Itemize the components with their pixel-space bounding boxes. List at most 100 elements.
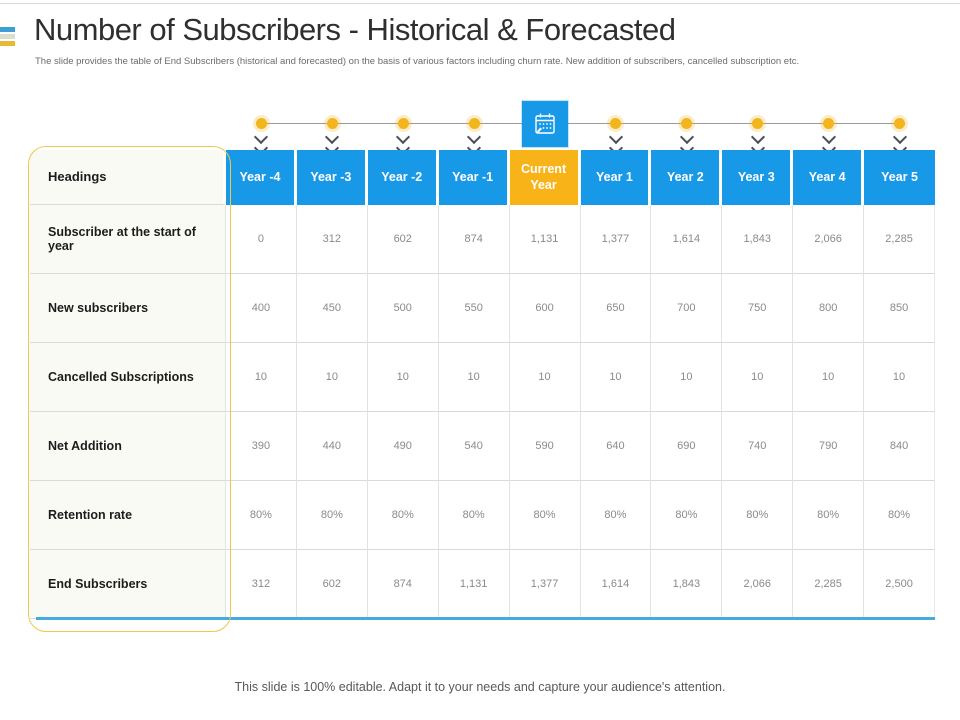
table-cell: 790 [793,412,865,481]
timeline-dot [894,118,906,129]
table-cell: 1,843 [722,205,794,274]
timeline-dot [681,118,693,129]
row-label: Retention rate [30,481,226,550]
table-header-cell: Year -2 [367,150,439,205]
table-header-cell: Year -4 [226,150,297,205]
table-cell: 874 [367,550,439,619]
table-cell: 10 [226,343,297,412]
table-cell: 10 [580,343,652,412]
table-cell: 1,377 [580,205,652,274]
table-cell: 10 [296,343,368,412]
timeline-dot [752,118,764,129]
table-cell: 80% [793,481,865,550]
footer-note: This slide is 100% editable. Adapt it to… [234,680,726,694]
table-cell: 80% [722,481,794,550]
table-cell: 80% [226,481,297,550]
table-cell: 390 [226,412,297,481]
calendar-icon [522,101,569,147]
table-cell: 500 [367,274,439,343]
table-cell: 850 [864,274,935,343]
table-header-cell: Year 1 [580,150,652,205]
table-cell: 740 [722,412,794,481]
table-cell: 10 [864,343,935,412]
timeline-marker [312,118,352,167]
timeline-marker [241,118,281,167]
table-header-cell: Year -3 [296,150,368,205]
table-cell: 80% [438,481,510,550]
table-cell: 440 [296,412,368,481]
row-label: New subscribers [30,274,226,343]
timeline-marker [880,118,920,167]
timeline-dot [397,118,409,129]
timeline-line [261,123,900,124]
timeline-marker [596,118,636,167]
table-cell: 10 [651,343,723,412]
row-label: Cancelled Subscriptions [30,343,226,412]
timeline-dot [823,118,835,129]
table-header-cell: Year 2 [651,150,723,205]
table-cell: 602 [367,205,439,274]
table-cell: 1,614 [651,205,723,274]
timeline-dot [468,118,480,129]
table-header-cell: Year 4 [793,150,865,205]
title-accent-bars [0,27,15,48]
table-cell: 2,066 [793,205,865,274]
table-cell: 10 [793,343,865,412]
table-header-cell: Year 3 [722,150,794,205]
row-label: Net Addition [30,412,226,481]
table-cell: 750 [722,274,794,343]
table-cell: 312 [226,550,297,619]
table-cell: 550 [438,274,510,343]
table-row: Cancelled Subscriptions 10 10 10 10 10 10 10 10 1… [30,343,935,412]
table-cell: 80% [651,481,723,550]
table-header-cell: Current Year [509,150,581,205]
table-cell: 600 [509,274,581,343]
table-cell: 2,500 [864,550,935,619]
top-divider [0,3,960,4]
table-cell: 80% [864,481,935,550]
table-cell: 2,285 [793,550,865,619]
table-row: Net Addition 390 440 490 540 590 640 690 740 790 8… [30,412,935,481]
timeline-marker [667,118,707,167]
table-cell: 1,131 [438,550,510,619]
table-cell: 590 [509,412,581,481]
header-cell-headings: Headings [30,150,226,205]
table-cell: 650 [580,274,652,343]
table-header-cell: Year 5 [864,150,935,205]
table-header-row: Headings Year -4 Year -3 Year -2 Year -1 Curr… [30,150,935,205]
subscribers-table: Headings Year -4 Year -3 Year -2 Year -1 Curr… [30,150,935,619]
accent-bar-sage [0,34,15,39]
timeline-dot [255,118,267,129]
table-row: New subscribers 400 450 500 550 600 650 700 750 8… [30,274,935,343]
timeline-marker [809,118,849,167]
table-cell: 80% [580,481,652,550]
table-header-cell: Year -1 [438,150,510,205]
table-cell: 1,614 [580,550,652,619]
row-label: Subscriber at the start of year [30,205,226,274]
table-cell: 1,843 [651,550,723,619]
table-cell: 450 [296,274,368,343]
row-label: End Subscribers [30,550,226,619]
timeline-dot [610,118,622,129]
table-cell: 10 [722,343,794,412]
table-cell: 80% [296,481,368,550]
timeline-marker [454,118,494,167]
table-cell: 800 [793,274,865,343]
table-bottom-rule [36,617,935,620]
table-cell: 80% [509,481,581,550]
table-cell: 874 [438,205,510,274]
timeline-marker [383,118,423,167]
timeline-marker [738,118,778,167]
table-cell: 10 [509,343,581,412]
accent-bar-gold [0,41,15,46]
table-cell: 540 [438,412,510,481]
page-subtitle: The slide provides the table of End Subs… [35,56,800,67]
table-cell: 2,066 [722,550,794,619]
table-cell: 602 [296,550,368,619]
table-cell: 700 [651,274,723,343]
table-cell: 490 [367,412,439,481]
table-row: Subscriber at the start of year 0 312 602 87… [30,205,935,274]
table-cell: 1,131 [509,205,581,274]
table-cell: 80% [367,481,439,550]
